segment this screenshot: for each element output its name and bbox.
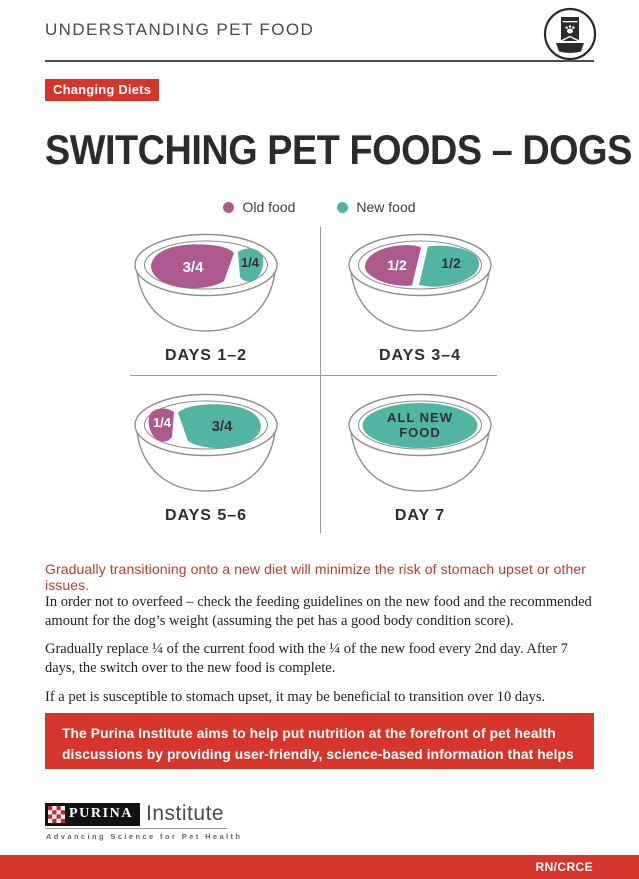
fraction-new-days-3-4: 1/2 — [441, 255, 461, 271]
institute-wordmark: Institute — [146, 802, 225, 825]
legend-item-old-food: Old food — [223, 199, 295, 215]
section-badge: Changing Diets — [45, 79, 160, 101]
legend-old-label: Old food — [242, 199, 296, 215]
lead-sentence: Gradually transitioning onto a new diet … — [45, 561, 587, 593]
old-food-dot-icon — [223, 201, 235, 213]
bowl-label-days-1-2: DAYS 1–2 — [164, 347, 248, 364]
grid-divider-horizontal — [130, 375, 497, 376]
all-new-food-line1: ALL NEW — [387, 410, 453, 425]
bowl-diagram-day-7: ALL NEW FOOD — [348, 393, 492, 492]
bowl-label-days-3-4: DAYS 3–4 — [378, 347, 462, 364]
bowl-label-days-5-6: DAYS 5–6 — [164, 507, 248, 524]
purina-logo-box: PURINA — [45, 802, 141, 826]
footer-bar: RN/CRCE — [0, 855, 639, 879]
fraction-old-days-3-4: 1/2 — [387, 257, 407, 273]
footer-code: RN/CRCE — [535, 860, 593, 874]
logo-tagline: Advancing Science for Pet Health — [46, 832, 243, 841]
logo-divider — [45, 828, 227, 829]
purina-institute-logo: PURINA Institute — [45, 802, 224, 826]
bowl-diagram-days-5-6: 1/4 3/4 — [134, 393, 278, 492]
bowl-diagram-days-1-2: 3/4 1/4 — [134, 233, 278, 332]
purina-checkerboard-icon — [48, 805, 65, 823]
bowl-diagram-days-3-4: 1/2 1/2 — [348, 233, 492, 332]
purina-institute-callout: The Purina Institute aims to help put nu… — [45, 713, 594, 782]
legend: Old food New food — [0, 199, 639, 215]
fraction-old-days-5-6: 1/4 — [153, 415, 172, 430]
paragraph-stomach-upset: If a pet is susceptible to stomach upset… — [45, 688, 546, 705]
page-header-title: UNDERSTANDING PET FOOD — [45, 20, 315, 39]
bowl-label-day-7: DAY 7 — [394, 507, 446, 524]
pet-food-bag-bowl-icon — [543, 7, 597, 66]
paragraph-overfeed: In order not to overfeed – check the fee… — [45, 594, 592, 630]
all-new-food-line2: FOOD — [399, 425, 441, 440]
header-divider — [45, 60, 594, 62]
new-food-dot-icon — [337, 201, 349, 213]
legend-item-new-food: New food — [337, 199, 416, 215]
fraction-new-days-5-6: 3/4 — [212, 418, 234, 435]
paragraph-replace-quarter: Gradually replace ¼ of the current food … — [45, 641, 568, 677]
page-title: SWITCHING PET FOODS – DOGS — [45, 126, 632, 173]
fraction-new-days-1-2: 1/4 — [241, 255, 260, 270]
grid-divider-vertical — [320, 227, 321, 533]
fraction-old-days-1-2: 3/4 — [183, 259, 205, 276]
legend-new-label: New food — [356, 199, 416, 215]
purina-wordmark: PURINA — [69, 806, 134, 821]
body-copy: In order not to overfeed – check the fee… — [45, 593, 597, 716]
